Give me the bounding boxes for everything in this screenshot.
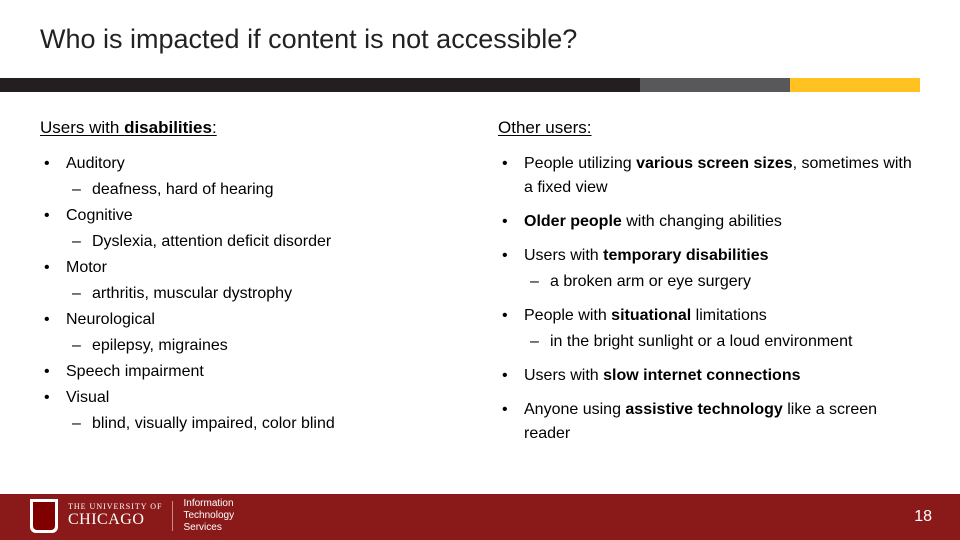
heading-text: Users with [40,118,124,137]
sub-list: Dyslexia, attention deficit disorder [66,230,462,254]
list-item: Anyone using assistive technology like a… [498,398,920,446]
list-item: Cognitive Dyslexia, attention deficit dis… [40,204,462,254]
content-area: Users with disabilities: Auditory deafnes… [0,108,960,456]
sub-list: in the bright sunlight or a loud environ… [524,330,920,354]
list-item-label: Speech impairment [66,363,204,380]
brand-unit-l2: Technology [183,510,234,522]
sub-list-item: arthritis, muscular dystrophy [66,282,462,306]
page-title: Who is impacted if content is not access… [40,24,920,55]
accent-bar [0,78,960,92]
list-item: People with situational limitations in th… [498,304,920,354]
accent-bar-segment [790,78,920,92]
list-item: Neurological epilepsy, migraines [40,308,462,358]
brand-unit-l1: Information [183,498,234,510]
brand-text: THE UNIVERSITY OF CHICAGO Information Te… [68,498,234,534]
right-column: Other users: People utilizing various sc… [486,118,920,456]
sub-list-item: deafness, hard of hearing [66,178,462,202]
slide: Who is impacted if content is not access… [0,0,960,540]
sub-list-item: a broken arm or eye surgery [524,270,920,294]
right-column-heading: Other users: [498,118,920,138]
brand-unit-l3: Services [183,522,234,534]
list-item-label: Cognitive [66,207,133,224]
heading-bold: disabilities [124,118,212,137]
list-item-text: People utilizing various screen sizes, s… [524,155,912,196]
list-item-text: Users with slow internet connections [524,367,800,384]
sub-list: deafness, hard of hearing [66,178,462,202]
accent-bar-segment [0,78,640,92]
list-item-text: Users with temporary disabilities [524,247,769,264]
right-bullet-list: People utilizing various screen sizes, s… [498,152,920,446]
list-item: Motor arthritis, muscular dystrophy [40,256,462,306]
sub-list: arthritis, muscular dystrophy [66,282,462,306]
sub-list: a broken arm or eye surgery [524,270,920,294]
brand-divider [172,501,173,531]
list-item: Users with temporary disabilities a broke… [498,244,920,294]
left-column-heading: Users with disabilities: [40,118,462,138]
brand-unit: Information Technology Services [183,498,234,534]
list-item-label: Auditory [66,155,125,172]
list-item: Users with slow internet connections [498,364,920,388]
list-item: Older people with changing abilities [498,210,920,234]
brand-lockup: THE UNIVERSITY OF CHICAGO Information Te… [30,498,234,534]
sub-list-item: Dyslexia, attention deficit disorder [66,230,462,254]
list-item-text: People with situational limitations [524,307,767,324]
heading-text: : [212,118,217,137]
list-item: People utilizing various screen sizes, s… [498,152,920,200]
brand-left: THE UNIVERSITY OF CHICAGO [68,503,162,528]
left-bullet-list: Auditorydeafness, hard of hearingCogniti… [40,152,462,436]
sub-list-item: in the bright sunlight or a loud environ… [524,330,920,354]
footer: THE UNIVERSITY OF CHICAGO Information Te… [0,494,960,540]
list-item: Auditory deafness, hard of hearing [40,152,462,202]
brand-line2: CHICAGO [68,512,162,529]
left-column: Users with disabilities: Auditory deafnes… [40,118,486,456]
list-item: Speech impairment [40,360,462,384]
list-item-label: Motor [66,259,107,276]
list-item-label: Neurological [66,311,155,328]
list-item-text: Anyone using assistive technology like a… [524,401,877,442]
title-area: Who is impacted if content is not access… [0,0,960,65]
sub-list-item: blind, visually impaired, color blind [66,412,462,436]
list-item: Visual blind, visually impaired, color bl… [40,386,462,436]
list-item-label: Visual [66,389,109,406]
sub-list: blind, visually impaired, color blind [66,412,462,436]
sub-list-item: epilepsy, migraines [66,334,462,358]
accent-bar-segment [640,78,790,92]
list-item-text: Older people with changing abilities [524,213,782,230]
sub-list: epilepsy, migraines [66,334,462,358]
page-number: 18 [914,508,932,526]
shield-icon [30,499,58,533]
